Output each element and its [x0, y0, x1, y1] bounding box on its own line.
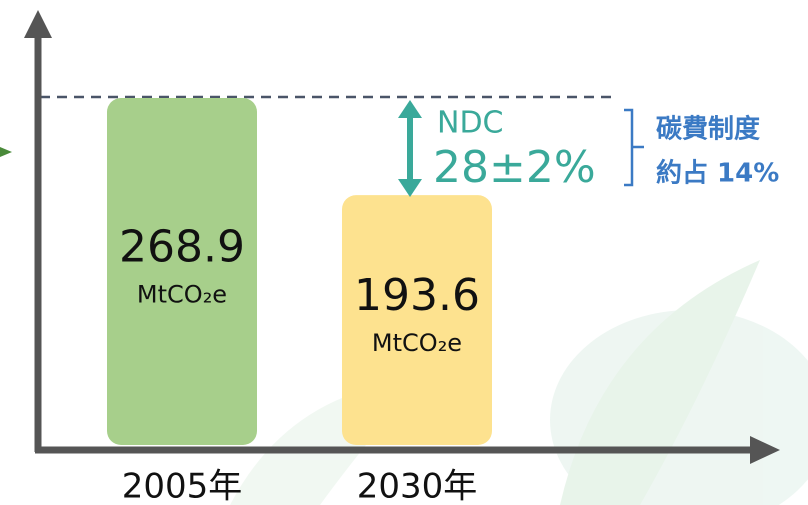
- x-tick-label: 2005年: [122, 467, 243, 505]
- ndc-label: NDC: [437, 106, 504, 141]
- side-arrow: [0, 147, 12, 157]
- carbon-share: 約占 14%: [656, 158, 779, 189]
- chart: NDC 28±2% 碳費制度 約占 14% 268.9 MtCO₂e 2005年 19…: [0, 0, 808, 505]
- value-label: 193.6: [354, 270, 480, 321]
- background-decoration: [230, 260, 808, 505]
- bracket: [624, 110, 644, 185]
- ndc-arrow-head: [398, 179, 422, 197]
- carbon-fee: 碳費制度: [656, 114, 760, 145]
- y-axis-arrow: [24, 10, 52, 38]
- unit-label: MtCO₂e: [137, 281, 227, 309]
- ndc-arrow-head: [398, 100, 422, 118]
- ndc-range: 28±2%: [433, 142, 596, 193]
- unit-label: MtCO₂e: [372, 329, 462, 357]
- value-label: 268.9: [119, 222, 245, 273]
- x-tick-label: 2030年: [357, 467, 478, 505]
- ndc-annotation: NDC 28±2% 碳費制度 約占 14%: [398, 100, 779, 197]
